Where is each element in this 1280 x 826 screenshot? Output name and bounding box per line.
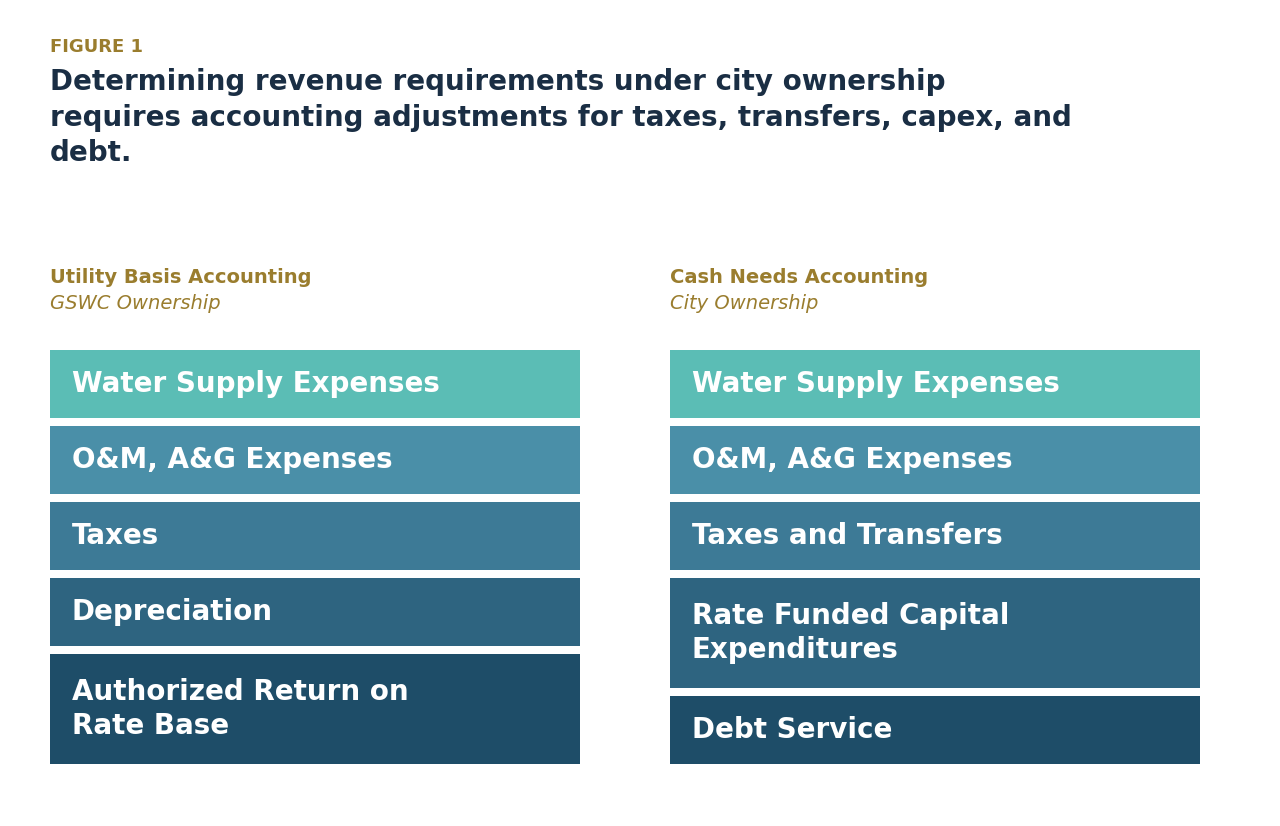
Text: Taxes and Transfers: Taxes and Transfers (692, 522, 1002, 550)
Text: Taxes: Taxes (72, 522, 159, 550)
Text: Determining revenue requirements under city ownership
requires accounting adjust: Determining revenue requirements under c… (50, 68, 1071, 168)
Text: Water Supply Expenses: Water Supply Expenses (692, 370, 1060, 398)
Text: Cash Needs Accounting: Cash Needs Accounting (669, 268, 928, 287)
FancyBboxPatch shape (50, 502, 580, 570)
FancyBboxPatch shape (669, 502, 1201, 570)
FancyBboxPatch shape (669, 426, 1201, 494)
Text: City Ownership: City Ownership (669, 294, 818, 313)
Text: GSWC Ownership: GSWC Ownership (50, 294, 220, 313)
FancyBboxPatch shape (50, 426, 580, 494)
Text: Debt Service: Debt Service (692, 716, 892, 744)
FancyBboxPatch shape (50, 578, 580, 646)
Text: Depreciation: Depreciation (72, 598, 273, 626)
Text: Authorized Return on
Rate Base: Authorized Return on Rate Base (72, 678, 408, 740)
Text: Water Supply Expenses: Water Supply Expenses (72, 370, 440, 398)
Text: O&M, A&G Expenses: O&M, A&G Expenses (72, 446, 393, 474)
FancyBboxPatch shape (669, 696, 1201, 764)
FancyBboxPatch shape (50, 350, 580, 418)
FancyBboxPatch shape (669, 350, 1201, 418)
FancyBboxPatch shape (50, 654, 580, 764)
Text: O&M, A&G Expenses: O&M, A&G Expenses (692, 446, 1012, 474)
Text: FIGURE 1: FIGURE 1 (50, 38, 143, 56)
Text: Utility Basis Accounting: Utility Basis Accounting (50, 268, 311, 287)
FancyBboxPatch shape (669, 578, 1201, 688)
Text: Rate Funded Capital
Expenditures: Rate Funded Capital Expenditures (692, 602, 1010, 664)
